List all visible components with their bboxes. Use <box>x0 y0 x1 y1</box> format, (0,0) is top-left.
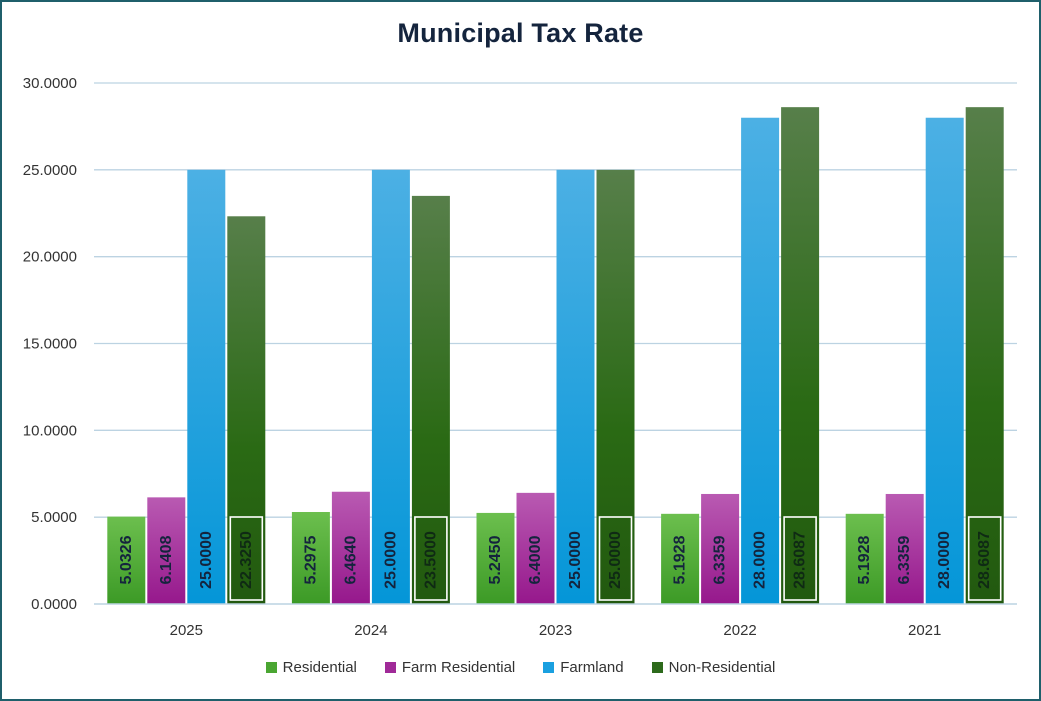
bar <box>371 169 410 605</box>
legend-label: Farm Residential <box>401 659 516 676</box>
data-label: 5.1928 <box>672 535 689 584</box>
data-label-box <box>967 516 1002 601</box>
legend-swatch <box>543 662 555 673</box>
bar <box>741 117 780 604</box>
data-label: 5.0326 <box>118 535 135 584</box>
bar <box>965 107 1004 605</box>
data-label: 28.6087 <box>976 531 993 589</box>
data-label: 6.4640 <box>342 535 359 584</box>
bar <box>227 216 266 604</box>
bar <box>885 493 924 604</box>
data-label: 6.3359 <box>712 535 729 584</box>
data-label: 22.3250 <box>238 531 255 589</box>
bar <box>845 513 884 604</box>
bar <box>147 497 186 604</box>
legend-item: Residential <box>265 659 357 676</box>
data-label: 5.2975 <box>302 535 319 584</box>
x-tick-label: 2025 <box>170 622 203 639</box>
x-tick-label: 2023 <box>539 622 572 639</box>
legend-item: Farm Residential <box>384 659 516 676</box>
y-tick-label: 20.0000 <box>23 249 77 266</box>
data-label: 28.0000 <box>752 531 769 589</box>
data-label: 25.0000 <box>607 531 624 589</box>
bar <box>556 169 595 605</box>
x-tick-label: 2022 <box>723 622 756 639</box>
legend-swatch <box>265 662 277 673</box>
y-tick-label: 10.0000 <box>23 422 77 439</box>
data-label: 25.0000 <box>198 531 215 589</box>
legend-swatch <box>651 662 663 673</box>
bar <box>291 512 330 604</box>
x-tick-label: 2024 <box>354 622 387 639</box>
legend-label: Residential <box>282 659 357 676</box>
bar <box>596 169 635 605</box>
bar <box>331 491 370 604</box>
data-label: 23.5000 <box>422 531 439 589</box>
data-label: 28.0000 <box>936 531 953 589</box>
data-label: 28.6087 <box>792 531 809 589</box>
x-tick-label: 2021 <box>908 622 941 639</box>
data-label: 6.1408 <box>158 535 175 584</box>
data-label-box <box>229 516 264 601</box>
data-label-box <box>598 516 633 601</box>
bar <box>701 493 740 604</box>
bar <box>925 117 964 604</box>
data-label: 25.0000 <box>382 531 399 589</box>
bar <box>107 516 146 604</box>
data-label: 6.4000 <box>527 535 544 584</box>
legend: Residential Farm Residential Farmland Non-R… <box>0 659 1041 676</box>
legend-swatch <box>384 662 396 673</box>
data-label: 25.0000 <box>567 531 584 589</box>
data-label: 5.2450 <box>487 535 504 584</box>
y-tick-label: 15.0000 <box>23 336 77 353</box>
bar <box>516 492 555 604</box>
chart-title: Municipal Tax Rate <box>397 18 644 48</box>
data-label-box <box>783 516 817 601</box>
data-label: 6.3359 <box>896 535 913 584</box>
y-tick-label: 25.0000 <box>23 162 77 179</box>
bar <box>476 512 515 604</box>
y-tick-label: 0.0000 <box>31 596 77 613</box>
bar <box>781 107 820 605</box>
bar <box>411 195 450 604</box>
bar <box>661 513 700 604</box>
bar <box>187 169 226 605</box>
data-label-box <box>414 516 448 601</box>
data-label: 5.1928 <box>856 535 873 584</box>
legend-item: Farmland <box>543 659 624 676</box>
y-tick-label: 5.0000 <box>31 509 77 526</box>
legend-item: Non-Residential <box>651 659 776 676</box>
legend-label: Non-Residential <box>668 659 776 676</box>
legend-label: Farmland <box>560 659 624 676</box>
y-tick-label: 30.0000 <box>23 75 77 92</box>
